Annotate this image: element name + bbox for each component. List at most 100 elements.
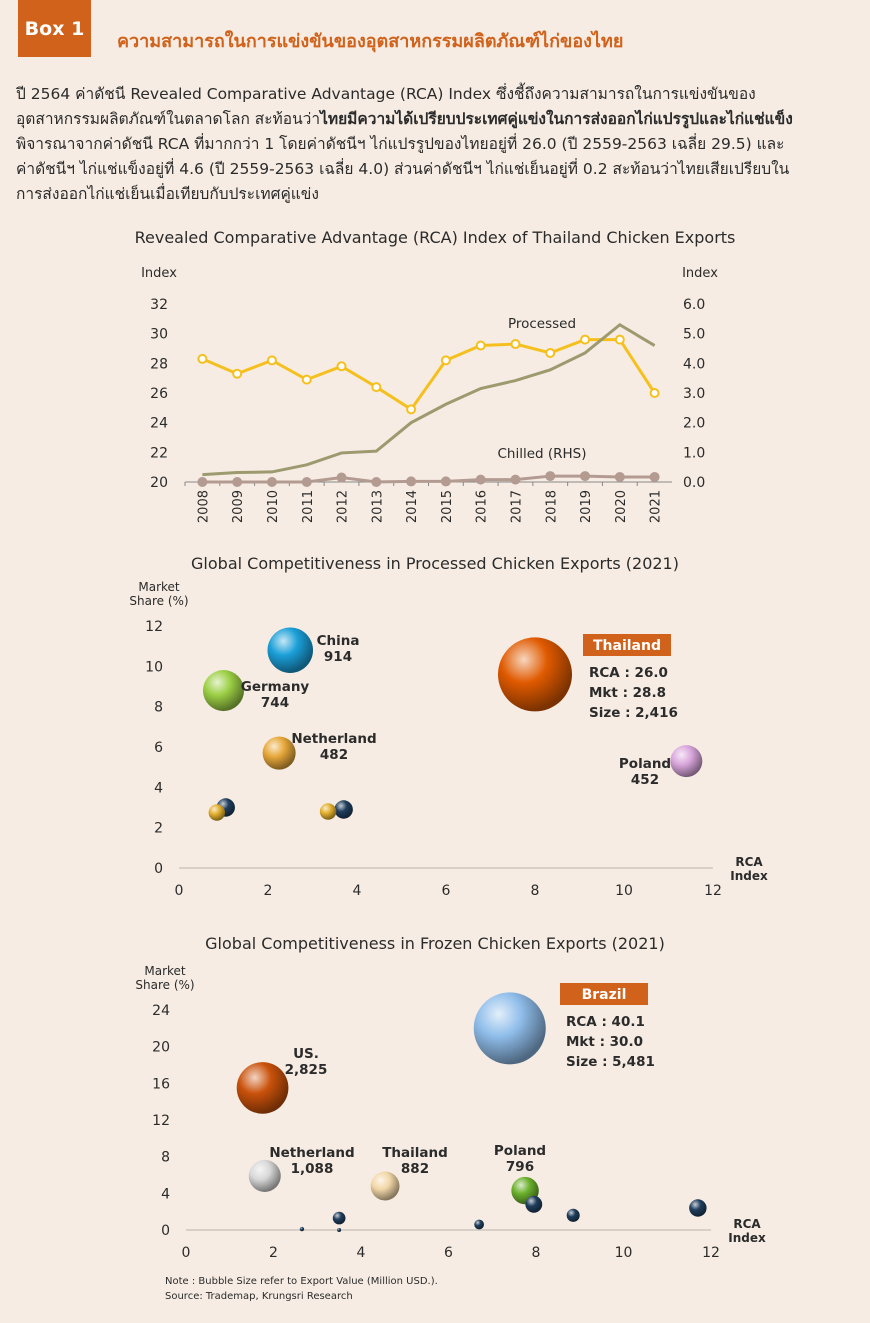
data-point	[336, 361, 347, 372]
y-tick-label: 0	[161, 1223, 170, 1239]
data-point	[336, 472, 347, 483]
x-tick-label: 2011	[301, 490, 316, 523]
data-point	[266, 355, 277, 366]
bubble-name-label: China	[317, 633, 360, 649]
series-label-chilled: Chilled (RHS)	[497, 446, 586, 462]
bubble	[689, 1199, 707, 1217]
x-tick-label: 2018	[544, 490, 559, 523]
y-axis-label-line2: Share (%)	[135, 978, 194, 992]
bubble-value-label: 882	[401, 1161, 429, 1177]
data-point	[232, 477, 243, 487]
x-tick-label: 8	[531, 883, 540, 899]
bubble	[299, 1226, 305, 1232]
x-tick-label: 2020	[614, 490, 629, 523]
y-axis-label-line2: Share (%)	[129, 594, 188, 608]
bubble-us	[236, 1062, 289, 1114]
data-point	[406, 476, 417, 487]
y-axis-label-line1: Market	[138, 580, 180, 594]
bubble-value-label: 914	[324, 649, 352, 665]
data-point	[371, 477, 382, 487]
series-label-processed: Processed	[508, 316, 576, 332]
frozen-bubble-chart-title: Global Competitiveness in Frozen Chicken…	[205, 934, 665, 953]
bubble-name-label: Poland	[619, 756, 671, 772]
series-line-1	[202, 322, 656, 477]
intro-line: ปี 2564 ค่าดัชนี Revealed Comparative Ad…	[16, 85, 756, 103]
x-tick-label: 6	[444, 1245, 453, 1260]
right-tick-label: 0.0	[683, 475, 705, 491]
x-axis-label-line1: RCA	[735, 855, 763, 869]
callout-size: Size : 2,416	[589, 705, 678, 721]
callout-title: Brazil	[582, 987, 627, 1003]
callout-mkt: Mkt : 30.0	[566, 1034, 643, 1050]
y-tick-label: 12	[152, 1113, 170, 1129]
bubble-poland	[670, 745, 703, 778]
intro-line: ค่าดัชนีฯ ไก่แช่แข็งอยู่ที่ 4.6 (ปี 2559…	[16, 160, 790, 178]
data-point	[197, 477, 208, 487]
box-label: Box 1	[18, 0, 91, 57]
x-tick-label: 2021	[649, 490, 664, 523]
x-tick-label: 2015	[440, 490, 455, 523]
bubble-china	[267, 627, 314, 673]
callout-size: Size : 5,481	[566, 1054, 655, 1070]
bubble-name-label: Thailand	[382, 1145, 448, 1161]
intro-line: อุตสาหกรรมผลิตภัณฑ์ในตลาดโลก สะท้อนว่าไท…	[16, 107, 856, 132]
x-tick-label: 4	[357, 1245, 366, 1260]
bubble	[566, 1208, 580, 1222]
bubble	[319, 803, 337, 820]
left-tick-label: 26	[150, 386, 168, 402]
x-tick-label: 2	[264, 883, 273, 899]
x-axis-label-line2: Index	[728, 1231, 766, 1245]
data-point	[614, 471, 625, 482]
x-axis-label-line1: RCA	[733, 1217, 761, 1231]
data-point	[266, 477, 277, 487]
bubble-netherland	[248, 1159, 281, 1192]
bubble-brazil	[473, 992, 546, 1065]
y-tick-label: 10	[145, 659, 163, 675]
right-tick-label: 1.0	[683, 445, 705, 461]
x-tick-label: 0	[175, 883, 184, 899]
data-point	[649, 471, 660, 482]
callout-title: Thailand	[593, 638, 661, 654]
x-axis-label-line2: Index	[730, 869, 768, 883]
right-tick-label: 6.0	[683, 297, 705, 313]
left-tick-label: 22	[150, 445, 168, 461]
x-tick-label: 8	[532, 1245, 541, 1260]
intro-line: การส่งออกไก่แช่เย็นเมื่อเทียบกับประเทศคู…	[16, 185, 319, 203]
x-tick-label: 10	[615, 1245, 633, 1260]
callout-rca: RCA : 26.0	[589, 665, 668, 681]
data-point	[580, 334, 591, 345]
bubble-name-label: Netherland	[269, 1145, 354, 1161]
y-tick-label: 8	[161, 1150, 170, 1166]
intro-text: อุตสาหกรรมผลิตภัณฑ์ในตลาดโลก สะท้อนว่า	[16, 110, 321, 128]
data-point	[649, 388, 660, 398]
left-tick-label: 30	[150, 327, 168, 343]
data-point	[475, 474, 486, 485]
y-tick-label: 0	[154, 861, 163, 877]
x-tick-label: 2008	[196, 490, 211, 523]
x-tick-label: 6	[442, 883, 451, 899]
x-tick-label: 2009	[231, 490, 246, 523]
y-tick-label: 8	[154, 700, 163, 716]
right-tick-label: 3.0	[683, 386, 705, 402]
data-point	[510, 339, 521, 350]
data-point	[580, 471, 591, 482]
callout-header	[560, 983, 648, 1005]
bubble-value-label: 796	[506, 1159, 534, 1175]
bubble-value-label: 1,088	[291, 1161, 334, 1177]
bubble	[525, 1195, 543, 1213]
bubble	[208, 804, 226, 821]
footnote-source: Source: Trademap, Krungsri Research	[165, 1291, 353, 1302]
x-tick-label: 2013	[370, 490, 385, 523]
callout-header	[583, 634, 671, 656]
callout-rca: RCA : 40.1	[566, 1014, 645, 1030]
bubble-name-label: Netherland	[291, 731, 376, 747]
rca-line-chart: Index Index 20 22 24 26 28 30 32 0.0 1.0 2.0 3.0 4.0 5…	[141, 266, 718, 523]
data-point	[301, 374, 312, 385]
x-tick-label: 2	[269, 1245, 278, 1260]
bubble	[334, 800, 353, 819]
bubble-name-label: Germany	[241, 679, 310, 695]
series-line-2	[202, 474, 655, 484]
y-tick-label: 6	[154, 740, 163, 756]
